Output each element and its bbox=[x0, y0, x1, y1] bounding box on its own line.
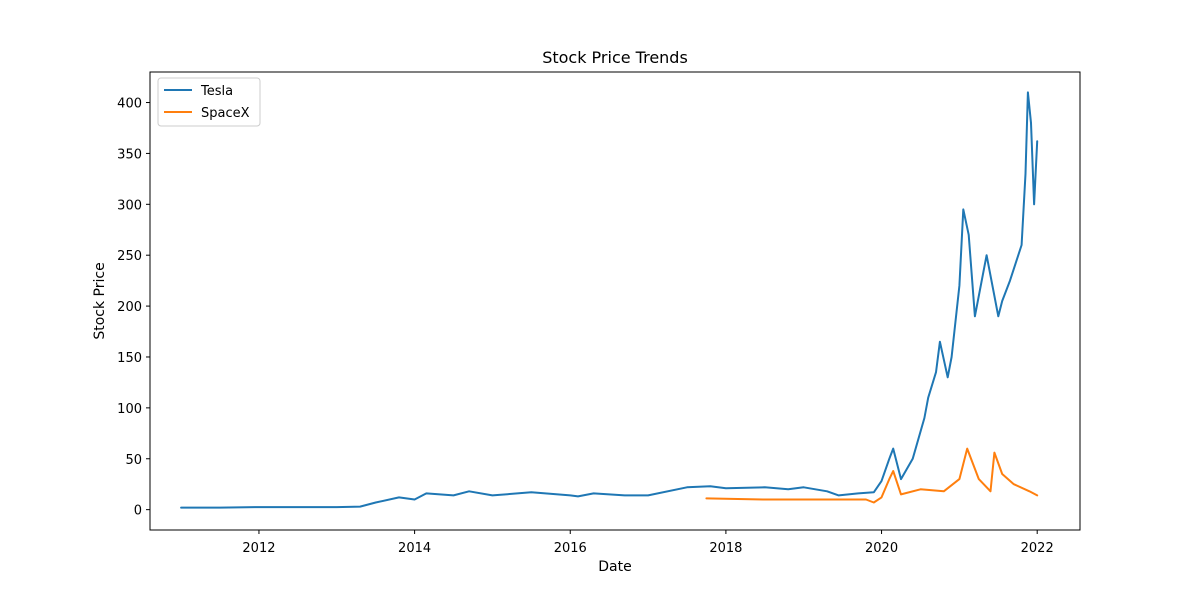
legend-label-spacex: SpaceX bbox=[201, 106, 250, 121]
x-axis-title: Date bbox=[598, 559, 631, 575]
plot-frame bbox=[149, 71, 1081, 531]
x-tick-label: 2018 bbox=[709, 541, 742, 556]
y-axis: 0 50 100 150 200 250 300 350 400 bbox=[117, 97, 150, 519]
y-axis-title: Stock Price bbox=[92, 262, 108, 339]
series-line-tesla bbox=[180, 91, 1039, 509]
x-tick-label: 2022 bbox=[1021, 541, 1054, 556]
y-tick-label: 350 bbox=[117, 147, 142, 162]
y-tick-label: 400 bbox=[117, 97, 142, 112]
y-tick-label: 100 bbox=[117, 402, 142, 417]
x-tick-label: 2012 bbox=[242, 541, 275, 556]
y-tick-label: 250 bbox=[117, 249, 142, 264]
x-tick-label: 2020 bbox=[865, 541, 898, 556]
legend-label-tesla: Tesla bbox=[200, 84, 233, 99]
chart-title: Stock Price Trends bbox=[542, 48, 688, 67]
y-tick-label: 150 bbox=[117, 351, 142, 366]
series-line-spacex bbox=[705, 447, 1039, 504]
x-tick-label: 2016 bbox=[554, 541, 587, 556]
y-tick-label: 300 bbox=[117, 198, 142, 213]
plot-area bbox=[180, 91, 1039, 509]
y-tick-label: 50 bbox=[125, 453, 142, 468]
x-tick-label: 2014 bbox=[398, 541, 431, 556]
y-tick-label: 200 bbox=[117, 300, 142, 315]
x-axis: 2012 2014 2016 2018 2020 2022 bbox=[242, 530, 1054, 556]
y-tick-label: 0 bbox=[134, 504, 142, 519]
legend: Tesla SpaceX bbox=[157, 77, 261, 127]
